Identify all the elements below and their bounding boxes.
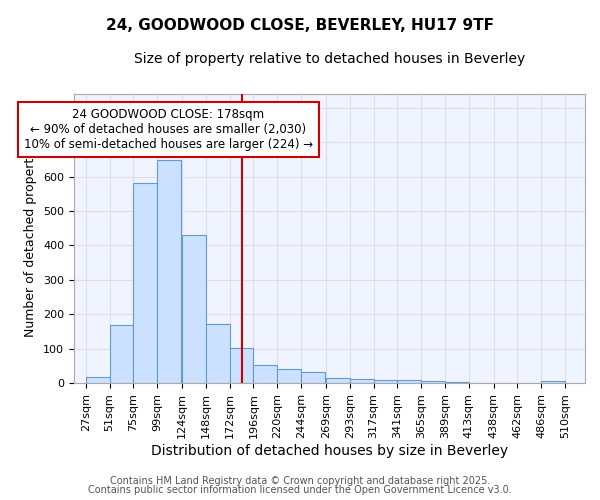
Bar bbox=[157, 160, 181, 383]
Bar bbox=[86, 377, 110, 383]
Bar bbox=[374, 380, 397, 383]
Bar bbox=[541, 380, 565, 383]
Text: 24 GOODWOOD CLOSE: 178sqm
← 90% of detached houses are smaller (2,030)
10% of se: 24 GOODWOOD CLOSE: 178sqm ← 90% of detac… bbox=[23, 108, 313, 151]
Bar bbox=[230, 348, 253, 383]
Text: 24, GOODWOOD CLOSE, BEVERLEY, HU17 9TF: 24, GOODWOOD CLOSE, BEVERLEY, HU17 9TF bbox=[106, 18, 494, 32]
Bar bbox=[421, 382, 445, 383]
X-axis label: Distribution of detached houses by size in Beverley: Distribution of detached houses by size … bbox=[151, 444, 508, 458]
Y-axis label: Number of detached properties: Number of detached properties bbox=[25, 140, 37, 337]
Bar bbox=[110, 326, 133, 383]
Bar bbox=[397, 380, 421, 383]
Bar bbox=[182, 235, 206, 383]
Text: Contains HM Land Registry data © Crown copyright and database right 2025.: Contains HM Land Registry data © Crown c… bbox=[110, 476, 490, 486]
Text: Contains public sector information licensed under the Open Government Licence v3: Contains public sector information licen… bbox=[88, 485, 512, 495]
Title: Size of property relative to detached houses in Beverley: Size of property relative to detached ho… bbox=[134, 52, 525, 66]
Bar bbox=[253, 365, 277, 383]
Bar bbox=[445, 382, 469, 383]
Bar bbox=[301, 372, 325, 383]
Bar bbox=[326, 378, 350, 383]
Bar bbox=[350, 379, 374, 383]
Bar bbox=[133, 183, 157, 383]
Bar bbox=[277, 370, 301, 383]
Bar bbox=[206, 324, 230, 383]
